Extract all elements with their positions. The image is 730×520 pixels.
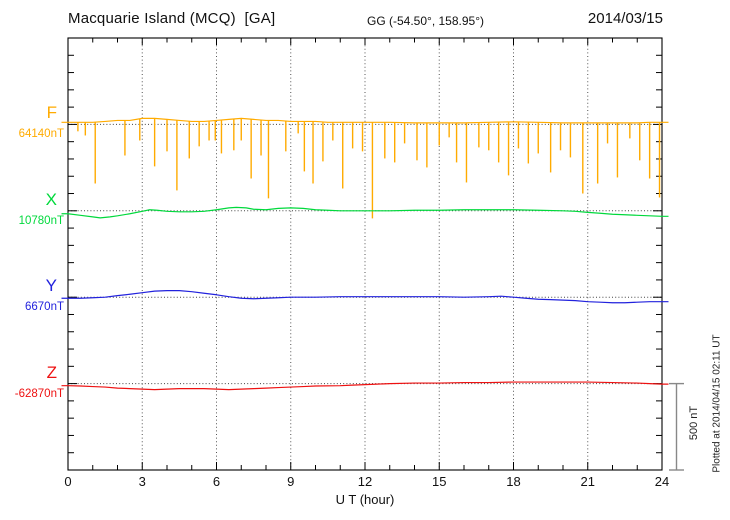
component-letter-Y: Y: [45, 276, 57, 296]
geographic-coordinates: GG (-54.50°, 158.95°): [367, 14, 484, 28]
x-axis-title: U T (hour): [335, 492, 395, 507]
x-tick-label: 18: [506, 474, 521, 489]
trace-F: [61, 117, 669, 124]
x-tick-label: 12: [357, 474, 373, 489]
x-tick-label: 0: [64, 474, 72, 489]
scale-bar-label: 500 nT: [688, 405, 700, 441]
station-title: Macquarie Island (MCQ) [GA]: [68, 10, 276, 27]
x-tick-label: 9: [287, 474, 295, 489]
trace-Z: [61, 381, 669, 391]
x-tick-label: 6: [212, 474, 221, 489]
plot-date: 2014/03/15: [587, 10, 663, 27]
x-tick-label: 15: [432, 474, 447, 489]
trace-X: [61, 206, 669, 219]
plotted-at-note: Plotted at 2014/04/15 02:11 UT: [711, 334, 723, 473]
component-letter-X: X: [45, 189, 57, 209]
x-tick-label: 21: [580, 474, 595, 489]
component-reference-value-X: 10780nT: [18, 214, 64, 227]
trace-Y: [61, 290, 669, 304]
component-letter-Z: Z: [46, 362, 57, 382]
x-tick-label: 24: [654, 474, 670, 489]
component-reference-value-Y: 6670nT: [24, 301, 64, 314]
component-letter-F: F: [46, 103, 57, 123]
component-reference-value-Z: -62870nT: [14, 387, 64, 400]
x-tick-label: 3: [138, 474, 146, 489]
component-reference-value-F: 64140nT: [18, 128, 64, 141]
